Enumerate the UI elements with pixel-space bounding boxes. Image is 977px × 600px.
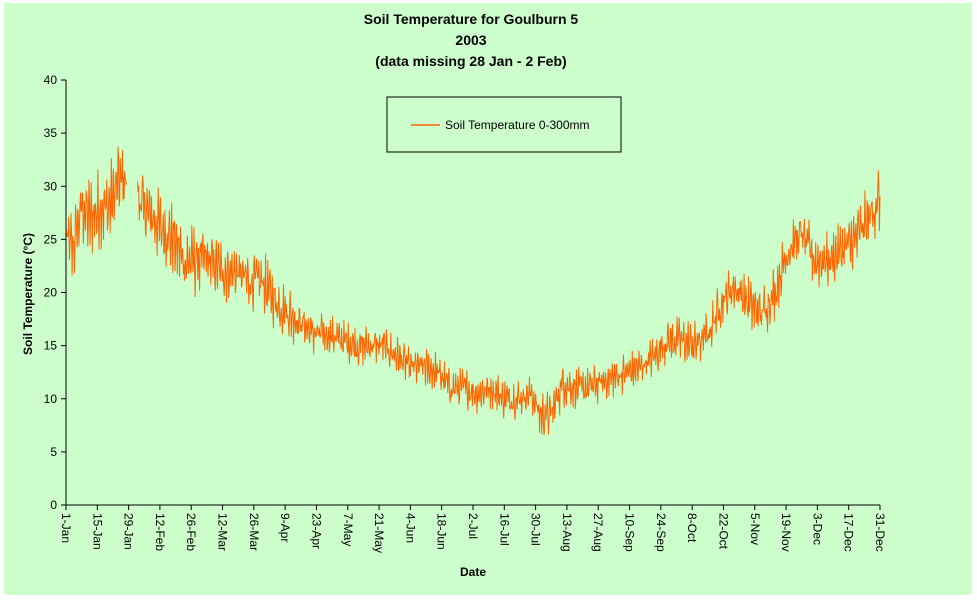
x-tick-label: 8-Oct — [685, 513, 699, 543]
y-tick-label: 30 — [44, 179, 58, 193]
x-tick-label: 5-Nov — [748, 513, 762, 545]
axes: 0 5 10 15 20 25 30 35 40 1-Jan 15-Jan 29-Jan 12-Feb 2… — [44, 73, 887, 553]
legend: Soil Temperature 0-300mm — [386, 96, 622, 153]
x-tick-label: 23-Apr — [309, 513, 323, 549]
x-tick-label: 30-Jul — [529, 513, 543, 546]
y-tick-label: 25 — [44, 232, 58, 246]
x-tick-label: 16-Jul — [497, 513, 511, 546]
x-tick-label: 19-Nov — [779, 513, 793, 552]
x-tick-label: 2-Jul — [466, 513, 480, 539]
x-tick-label: 18-Jun — [435, 513, 449, 550]
x-tick-label: 12-Feb — [153, 513, 167, 551]
series-line-segment-1 — [65, 146, 127, 276]
x-tick-label: 12-Mar — [216, 513, 230, 551]
y-tick-label: 0 — [50, 498, 57, 512]
y-tick-label: 20 — [44, 286, 58, 300]
x-tick-label: 4-Jun — [403, 513, 417, 543]
x-tick-label: 17-Dec — [842, 513, 856, 552]
y-tick-label: 40 — [44, 73, 58, 87]
y-tick-label: 15 — [44, 339, 58, 353]
x-tick-label: 22-Oct — [716, 513, 730, 550]
x-axis-title: Date — [460, 565, 486, 579]
legend-label: Soil Temperature 0-300mm — [445, 118, 590, 132]
x-tick-label: 13-Aug — [560, 513, 574, 552]
x-tick-label: 9-Apr — [278, 513, 292, 542]
x-tick-label: 3-Dec — [810, 513, 824, 545]
y-axis-title: Soil Temperature (°C) — [21, 233, 35, 355]
x-tick-label: 7-May — [341, 513, 355, 546]
title-line-3: (data missing 28 Jan - 2 Feb) — [375, 53, 566, 69]
series-line-segment-2 — [137, 170, 881, 436]
y-tick-label: 10 — [44, 392, 58, 406]
title-line-2: 2003 — [455, 32, 486, 48]
x-tick-label: 31-Dec — [873, 513, 887, 552]
x-tick-label: 15-Jan — [90, 513, 104, 550]
y-tick-label: 35 — [44, 126, 58, 140]
x-tick-label: 10-Sep — [623, 513, 637, 552]
series-layer — [65, 146, 881, 436]
title-line-1: Soil Temperature for Goulburn 5 — [364, 11, 579, 27]
x-tick-label: 24-Sep — [654, 513, 668, 552]
x-tick-label: 1-Jan — [59, 513, 73, 543]
x-tick-label: 26-Mar — [247, 513, 261, 551]
x-tick-label: 26-Feb — [184, 513, 198, 551]
chart-title: Soil Temperature for Goulburn 5 2003 (da… — [364, 11, 579, 69]
x-tick-label: 29-Jan — [122, 513, 136, 550]
x-tick-label: 21-May — [372, 513, 386, 553]
x-tick-label: 27-Aug — [591, 513, 605, 552]
y-tick-label: 5 — [50, 445, 57, 459]
